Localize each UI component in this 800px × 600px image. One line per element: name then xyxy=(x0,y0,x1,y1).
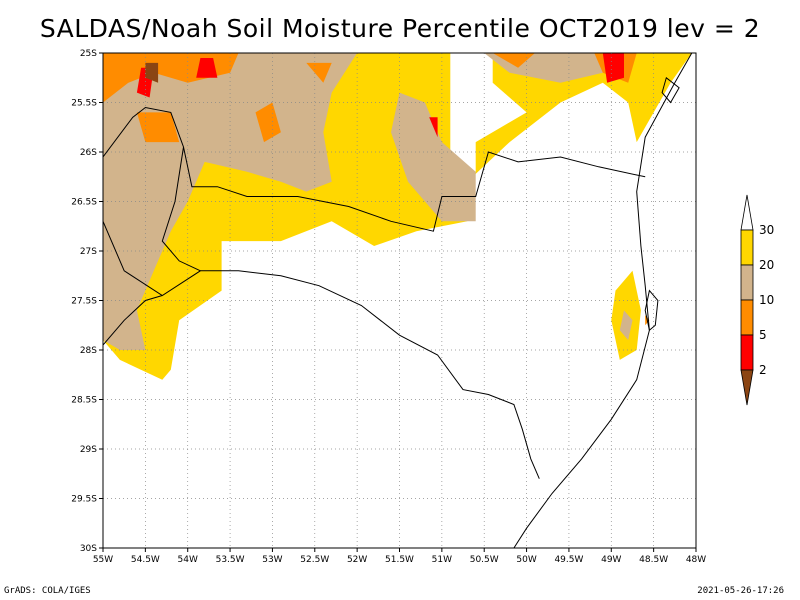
island-line-6 xyxy=(661,76,680,104)
region-p2_5-13 xyxy=(196,58,218,78)
legend-bottom-arrow xyxy=(740,369,754,406)
map-title: SALDAS/Noah Soil Moisture Percentile OCT… xyxy=(39,14,761,43)
latitude-tick-labels: 25S 25.5S 26S 26.5S 27S 27.5S 28S 28.5S 29S 29.5S… xyxy=(71,49,103,554)
region-p5_10-7 xyxy=(136,112,180,143)
legend-swatch xyxy=(740,334,754,371)
legend-label: 10 xyxy=(759,293,774,307)
border-line-3 xyxy=(103,295,163,346)
legend-swatch xyxy=(740,229,754,266)
y-tick-label: 28.5S xyxy=(71,396,97,406)
region-p10_20-5 xyxy=(619,310,633,341)
footer-credit: GrADS: COLA/IGES xyxy=(4,586,91,596)
x-tick-label: 53.5W xyxy=(216,555,245,565)
border-line-1 xyxy=(103,221,540,479)
region-p2_5-15 xyxy=(602,53,624,83)
x-tick-label: 50.5W xyxy=(470,555,499,565)
y-tick-label: 25.5S xyxy=(71,99,97,109)
region-p5_10-10 xyxy=(492,53,535,68)
legend-label: 30 xyxy=(759,223,774,237)
y-tick-label: 26.5S xyxy=(71,198,97,208)
region-p2_5-16 xyxy=(429,117,438,138)
color-legend: 2 5 10 20 30 xyxy=(740,194,774,406)
border-line-0 xyxy=(103,106,646,232)
x-tick-label: 52W xyxy=(347,555,367,565)
x-tick-label: 51W xyxy=(432,555,452,565)
legend-label: 20 xyxy=(759,258,774,272)
x-tick-label: 48W xyxy=(686,555,706,565)
y-tick-label: 25S xyxy=(80,49,97,59)
island-line-5 xyxy=(644,289,659,332)
soil-moisture-fill-layer xyxy=(103,53,692,380)
footer-timestamp: 2021-05-26-17:26 xyxy=(697,586,784,596)
region-lt2-17 xyxy=(145,62,159,83)
y-tick-label: 30S xyxy=(80,544,97,554)
x-tick-label: 54.5W xyxy=(131,555,160,565)
legend-top-arrow xyxy=(740,194,754,231)
y-tick-label: 27.5S xyxy=(71,297,97,307)
x-tick-label: 51.5W xyxy=(385,555,414,565)
x-tick-label: 54W xyxy=(178,555,198,565)
region-p10_20-3 xyxy=(391,92,476,222)
x-tick-label: 53W xyxy=(262,555,282,565)
border-line-2 xyxy=(161,146,201,272)
y-tick-label: 27S xyxy=(80,247,97,257)
region-p5_10-9 xyxy=(306,62,332,83)
region-p5_10-8 xyxy=(255,102,281,143)
legend-swatch xyxy=(740,299,754,336)
y-tick-label: 26S xyxy=(80,148,97,158)
x-tick-label: 50W xyxy=(516,555,536,565)
x-tick-label: 48.5W xyxy=(639,555,668,565)
graticule-grid xyxy=(103,53,696,548)
coast-line-4 xyxy=(513,53,693,548)
x-tick-label: 52.5W xyxy=(300,555,329,565)
y-tick-label: 29.5S xyxy=(71,495,97,505)
legend-swatch xyxy=(740,264,754,301)
political-boundaries xyxy=(103,53,693,548)
y-tick-label: 28S xyxy=(80,346,97,356)
x-tick-label: 49W xyxy=(601,555,621,565)
x-tick-label: 55W xyxy=(93,555,113,565)
legend-label: 5 xyxy=(759,328,767,342)
longitude-tick-labels: 55W 54.5W 54W 53.5W 53W 52.5W 52W 51.5W 51W 50.5W… xyxy=(93,548,706,565)
legend-label: 2 xyxy=(759,363,767,377)
y-tick-label: 29S xyxy=(80,445,97,455)
x-tick-label: 49.5W xyxy=(554,555,583,565)
